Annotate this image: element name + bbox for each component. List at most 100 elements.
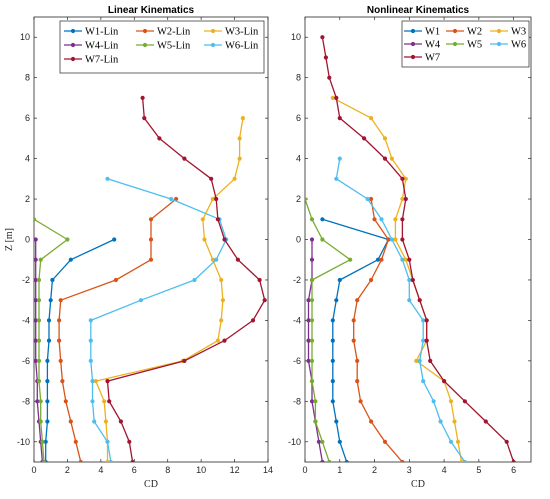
data-point xyxy=(462,399,467,404)
y-axis-label: Z [m] xyxy=(4,228,15,251)
data-point xyxy=(438,419,443,424)
y-tick-label: -4 xyxy=(293,315,301,325)
data-point xyxy=(92,419,97,424)
data-point xyxy=(455,439,461,444)
data-point xyxy=(36,379,42,384)
data-point xyxy=(40,439,45,444)
data-point xyxy=(214,196,219,202)
data-point xyxy=(88,338,93,343)
data-point xyxy=(442,379,447,384)
data-point xyxy=(386,237,391,242)
data-point xyxy=(65,237,70,242)
data-point xyxy=(393,217,398,222)
legend-entry: W5 xyxy=(467,40,482,51)
data-point xyxy=(511,459,516,462)
data-point xyxy=(140,95,145,100)
data-point xyxy=(36,358,42,363)
data-point xyxy=(400,237,405,242)
y-tick-label: -8 xyxy=(22,396,30,406)
data-point xyxy=(60,379,65,384)
data-point xyxy=(421,338,426,343)
data-point xyxy=(309,399,315,404)
y-tick-label: -2 xyxy=(22,275,30,285)
data-point xyxy=(320,237,325,242)
data-point xyxy=(68,257,73,262)
data-point xyxy=(34,358,38,363)
data-point xyxy=(313,399,318,404)
data-point xyxy=(118,419,123,424)
data-point xyxy=(46,338,52,343)
legend-box xyxy=(59,20,265,74)
y-tick-label: -10 xyxy=(17,437,30,447)
series-line-w3-lin xyxy=(95,117,244,462)
data-point xyxy=(330,95,335,100)
data-point xyxy=(351,318,356,323)
data-point xyxy=(235,257,240,262)
data-point xyxy=(34,237,38,242)
data-point xyxy=(148,217,154,222)
data-point xyxy=(309,257,315,262)
legend-entry: W4-Lin xyxy=(85,41,119,52)
y-tick-label: 4 xyxy=(296,154,301,164)
data-point xyxy=(38,399,43,404)
data-point xyxy=(43,439,48,444)
data-point xyxy=(105,439,110,444)
data-point xyxy=(210,257,215,262)
data-point xyxy=(330,399,335,404)
data-point xyxy=(57,318,62,323)
data-point xyxy=(421,318,426,323)
data-point xyxy=(320,459,325,462)
data-point xyxy=(34,298,38,303)
y-tick-label: 4 xyxy=(25,154,30,164)
legend-swatch-marker xyxy=(142,42,148,48)
data-point xyxy=(113,277,118,283)
y-tick-label: 10 xyxy=(20,32,30,42)
data-point xyxy=(93,379,98,384)
data-point xyxy=(36,318,42,323)
data-point xyxy=(257,277,262,283)
data-point xyxy=(215,338,220,343)
legend-entry: W6-Lin xyxy=(225,41,259,52)
data-point xyxy=(148,237,154,242)
data-point xyxy=(393,237,398,242)
series-line-w5 xyxy=(305,198,351,462)
legend-entry: W3-Lin xyxy=(225,27,259,38)
data-point xyxy=(182,358,187,363)
x-tick-label: 5 xyxy=(476,465,481,475)
data-point xyxy=(483,419,488,424)
y-tick-label: 6 xyxy=(25,113,30,123)
data-point xyxy=(237,136,242,141)
data-point xyxy=(369,419,374,424)
data-point xyxy=(215,217,220,222)
legend-swatch-marker xyxy=(70,28,76,34)
data-point xyxy=(358,399,363,404)
y-tick-label: 0 xyxy=(25,235,30,245)
legend-swatch-marker xyxy=(70,42,76,48)
data-point xyxy=(462,459,467,462)
data-point xyxy=(414,358,419,363)
data-point xyxy=(73,439,78,444)
data-point xyxy=(68,419,73,424)
y-tick-label: 10 xyxy=(291,32,301,42)
legend-entry: W2 xyxy=(467,27,482,38)
legend-swatch-marker xyxy=(496,41,502,47)
data-point xyxy=(35,399,40,404)
plot-area xyxy=(305,35,516,462)
data-point xyxy=(369,277,374,283)
y-tick-label: -6 xyxy=(293,356,301,366)
data-point xyxy=(403,176,408,181)
legend-swatch-marker xyxy=(210,42,216,48)
x-tick-label: 6 xyxy=(511,465,516,475)
legend-entry: W7 xyxy=(425,53,440,64)
data-point xyxy=(410,277,415,283)
data-point xyxy=(90,399,95,404)
data-point xyxy=(45,379,50,384)
x-tick-label: 1 xyxy=(337,465,342,475)
data-point xyxy=(309,217,315,222)
data-point xyxy=(222,338,227,343)
data-point xyxy=(351,338,356,343)
data-point xyxy=(379,217,384,222)
data-point xyxy=(379,257,384,262)
data-point xyxy=(417,298,422,303)
legend-swatch-marker xyxy=(452,41,458,47)
